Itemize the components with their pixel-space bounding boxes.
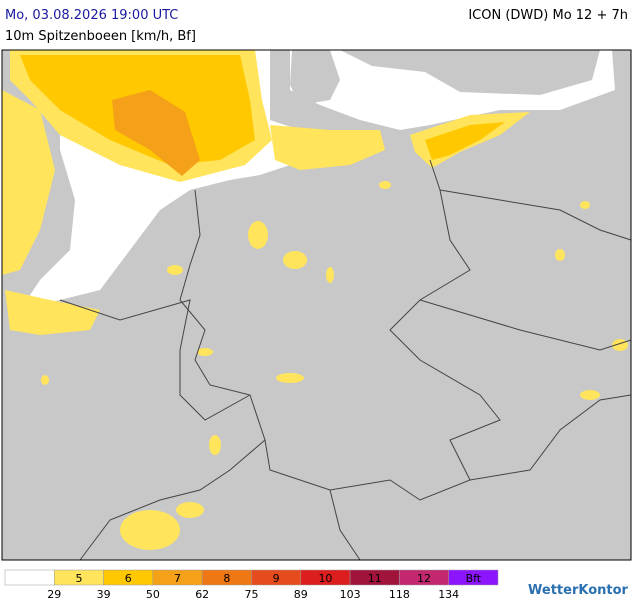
borders xyxy=(59,159,632,561)
legend-kmh-label: 62 xyxy=(195,588,209,600)
map xyxy=(1,49,632,561)
legend-kmh-label: 118 xyxy=(389,588,410,600)
legend-swatch xyxy=(448,569,499,586)
legend-kmh-label: 39 xyxy=(97,588,111,600)
legend-bf-label: 11 xyxy=(368,572,382,585)
legend-kmh-label: 134 xyxy=(438,588,459,600)
legend-bf-label: 5 xyxy=(75,572,82,585)
gust-area-7 xyxy=(112,90,200,176)
gust-area-baltic-6 xyxy=(425,122,505,160)
legend-bf-label: 6 xyxy=(125,572,132,585)
legend-kmh-label: 29 xyxy=(47,588,61,600)
legend-kmh-label: 89 xyxy=(294,588,308,600)
legend-bf-label: 9 xyxy=(273,572,280,585)
legend-kmh-label: 50 xyxy=(146,588,160,600)
scandinavia xyxy=(340,50,600,95)
model-run: ICON (DWD) Mo 12 + 7h xyxy=(468,8,628,23)
brand: WetterKontor xyxy=(528,583,629,598)
legend-swatch xyxy=(4,569,55,586)
legend-kmh-label: 103 xyxy=(340,588,361,600)
legend-bf-label: 12 xyxy=(417,572,431,585)
legend-kmh-label: 75 xyxy=(245,588,259,600)
gust-area-coast xyxy=(270,125,385,170)
subtitle: 10m Spitzenboeen [km/h, Bf] xyxy=(5,29,196,44)
denmark xyxy=(290,50,340,105)
legend-bf-label: 10 xyxy=(318,572,332,585)
title: Mo, 03.08.2026 19:00 UTC xyxy=(5,8,178,23)
map-frame xyxy=(1,49,632,561)
gust-area-channel xyxy=(5,290,100,335)
legend-bf-label: 7 xyxy=(174,572,181,585)
gust-patches xyxy=(41,181,628,550)
gust-area-uk xyxy=(2,90,55,275)
legend-bf-label: 8 xyxy=(223,572,230,585)
legend-bf-label: Bft xyxy=(466,572,482,585)
